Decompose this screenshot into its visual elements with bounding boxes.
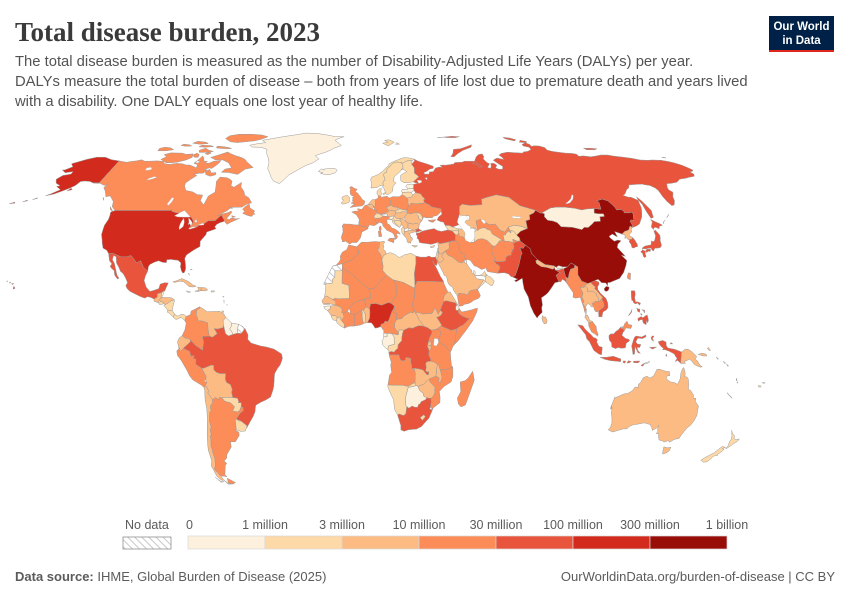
svg-text:10 million: 10 million [393,518,446,532]
svg-text:300 million: 300 million [620,518,680,532]
svg-text:100 million: 100 million [543,518,603,532]
svg-text:3 million: 3 million [319,518,365,532]
svg-text:No data: No data [125,518,169,532]
svg-text:1 million: 1 million [242,518,288,532]
svg-text:1 billion: 1 billion [706,518,748,532]
svg-text:30 million: 30 million [470,518,523,532]
svg-text:0: 0 [186,518,193,532]
